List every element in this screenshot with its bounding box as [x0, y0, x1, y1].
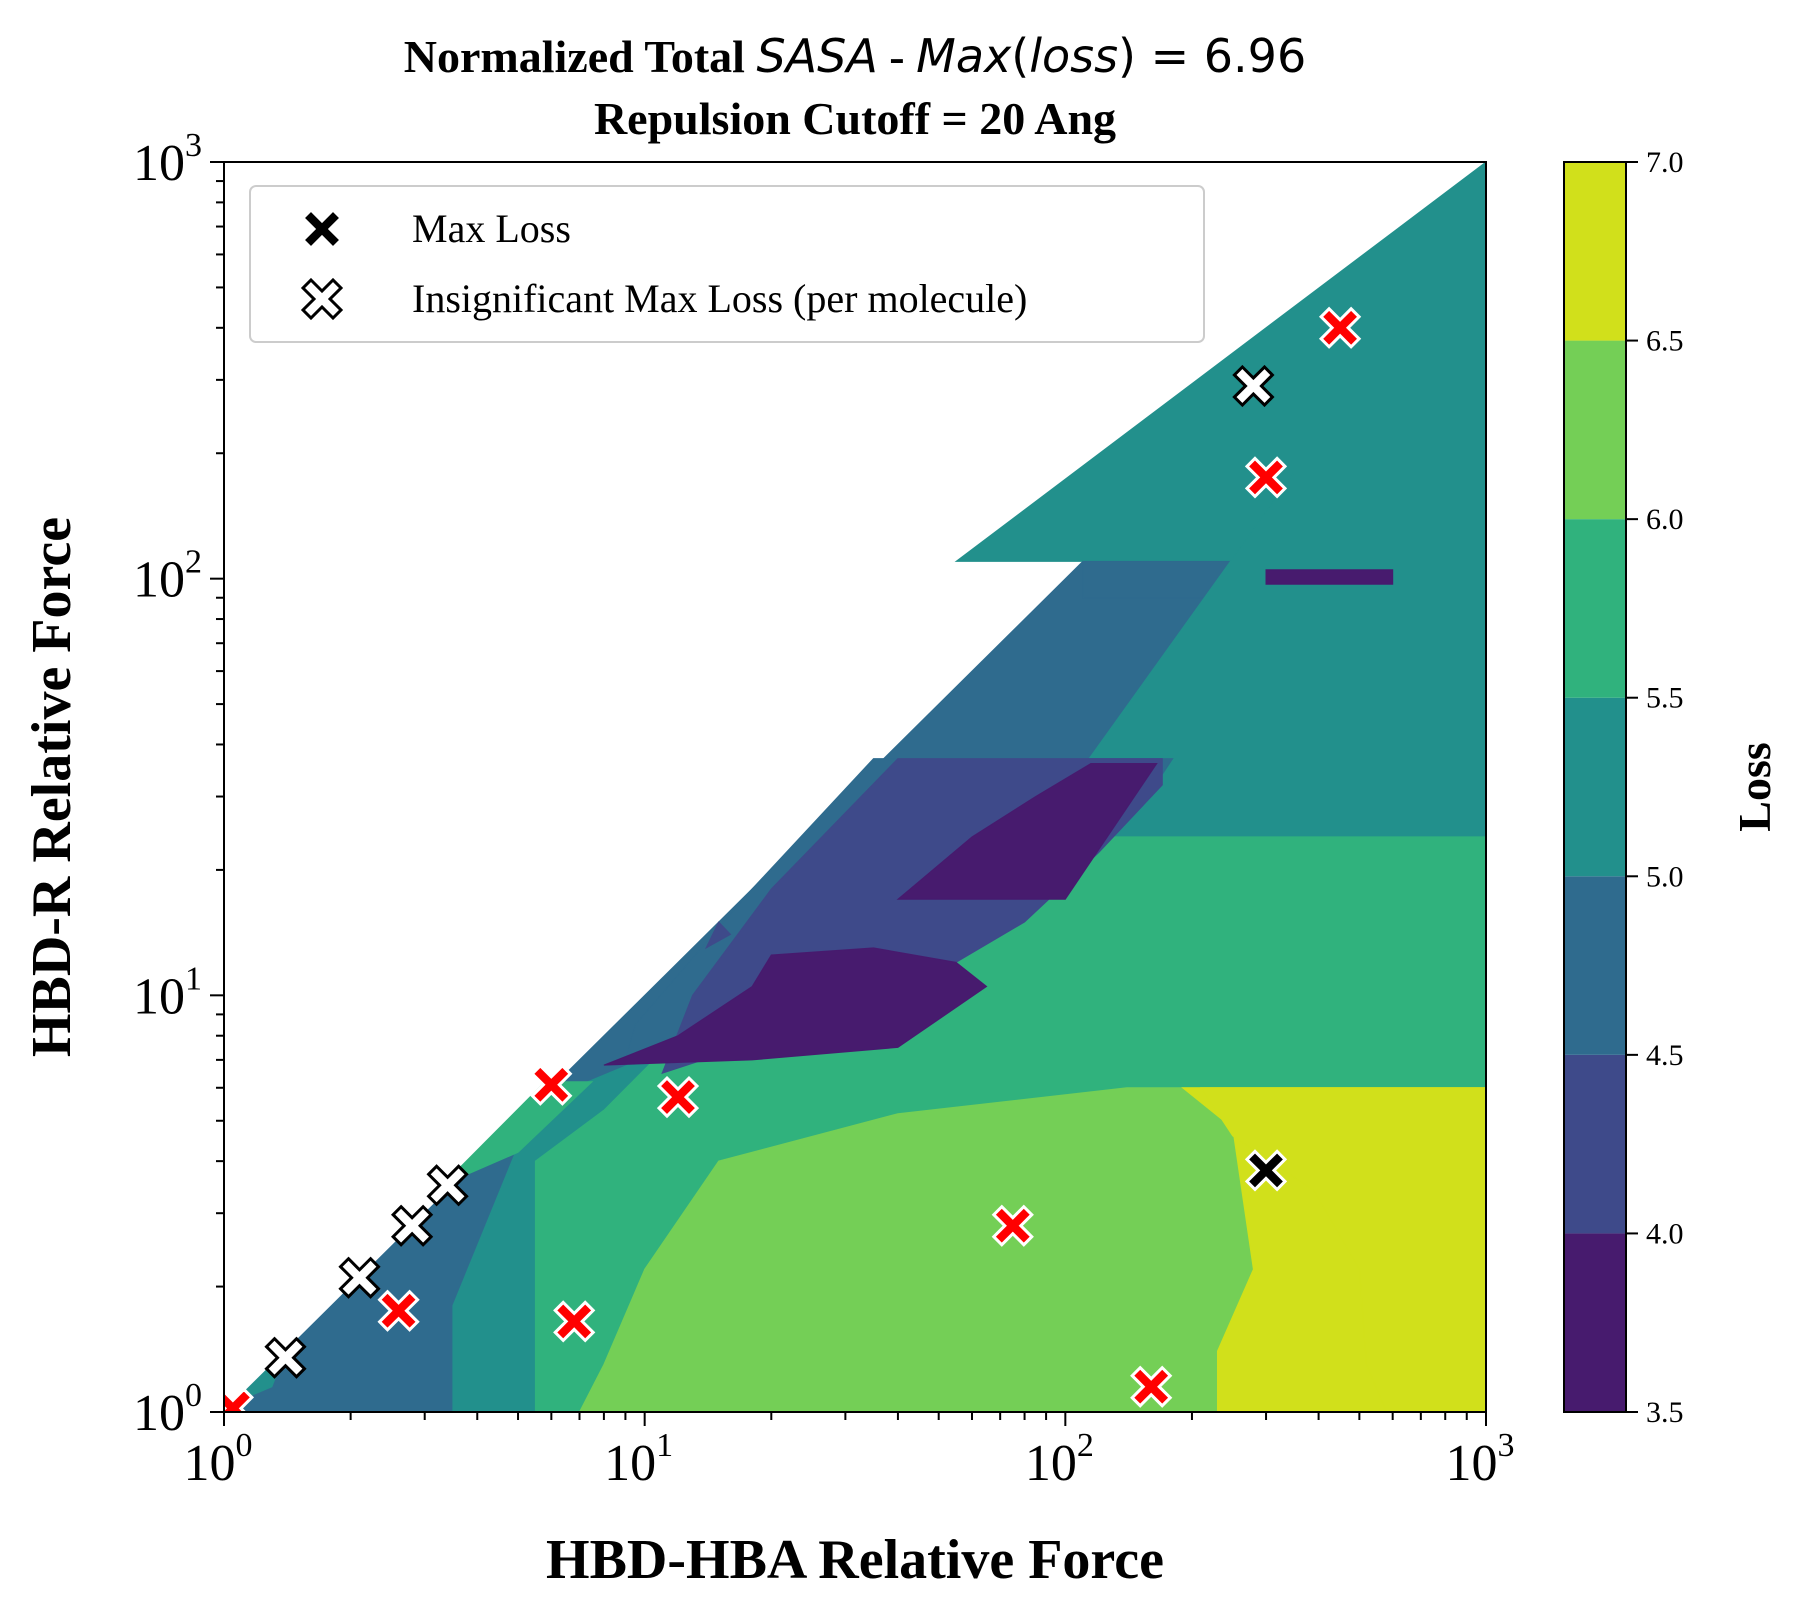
colorbar: 3.5 4.0 4.5 5.0 5.5 6.0 6.5 7.0 Loss: [1563, 146, 1780, 1429]
chart-title: Normalized Total SASA - Max(loss) = 6.96: [404, 29, 1306, 83]
y-tick-label-3: 103: [133, 127, 202, 192]
contour-region-13: [603, 947, 988, 1066]
plot-frame: [223, 161, 1487, 1413]
marker-series1-point-2: [390, 1204, 434, 1247]
marker-series2-point-6: [1130, 1365, 1173, 1408]
marker-series1-point-1: [338, 1256, 381, 1299]
colorbar-band-5: [1564, 340, 1626, 520]
colorbar-band-4: [1564, 519, 1626, 698]
y-axis-label: HBD-R Relative Force: [21, 517, 83, 1057]
colorbar-tick-label-1: 4.0: [1646, 1217, 1684, 1250]
marker-series2-point-2: [530, 1063, 573, 1106]
contour-region-15: [1265, 569, 1394, 585]
marker-series2-point-3: [553, 1300, 596, 1343]
legend-label-insignificant: Insignificant Max Loss (per molecule): [412, 276, 1027, 321]
colorbar-label: Loss: [1729, 742, 1780, 831]
colorbar-ticks: 3.5 4.0 4.5 5.0 5.5 6.0 6.5 7.0: [1626, 146, 1684, 1429]
contour-region-6: [441, 1081, 594, 1186]
marker-series2-point-4: [656, 1075, 700, 1119]
legend-x-icon-1: [300, 277, 344, 321]
marker-series2-point-8: [1318, 306, 1362, 349]
legend-marker-insignificant: [300, 277, 344, 321]
chart-subtitle: Repulsion Cutoff = 20 Ang: [594, 93, 1116, 144]
legend: Max Loss Insignificant Max Loss (per mol…: [249, 185, 1205, 343]
x-tick-label-2: 102: [1025, 1427, 1094, 1492]
x-tick-label-1: 101: [604, 1427, 673, 1492]
colorbar-tick-label-7: 7.0: [1646, 146, 1684, 179]
colorbar-band-3: [1564, 697, 1626, 877]
colorbar-band-1: [1564, 1054, 1626, 1234]
x-axis: 100 101 102 103: [184, 1412, 1515, 1492]
colorbar-band-2: [1564, 876, 1626, 1055]
y-tick-label-1: 101: [133, 960, 202, 1025]
x-axis-label: HBD-HBA Relative Force: [546, 1529, 1164, 1591]
contour-regions: [224, 162, 1486, 1412]
y-tick-label-2: 102: [133, 544, 202, 609]
colorbar-tick-label-5: 6.0: [1646, 503, 1684, 536]
plot-area: [223, 161, 1487, 1413]
colorbar-tick-label-0: 3.5: [1646, 1396, 1684, 1429]
marker-series1-point-0: [264, 1336, 307, 1379]
colorbar-bands: [1564, 162, 1626, 1412]
colorbar-frame: [1563, 161, 1627, 1413]
colorbar-tick-label-4: 5.5: [1646, 682, 1684, 715]
marker-series1-point-3: [426, 1164, 469, 1207]
contour-region-14: [896, 763, 1158, 900]
legend-x-icon-0: [300, 207, 344, 251]
x-tick-label-0: 100: [184, 1427, 253, 1492]
colorbar-band-6: [1564, 162, 1626, 341]
legend-marker-max-loss: [300, 207, 344, 251]
markers-layer: [224, 306, 1362, 1412]
colorbar-band-0: [1564, 1233, 1626, 1412]
colorbar-tick-label-3: 5.0: [1646, 860, 1684, 893]
marker-series1-point-4: [1232, 364, 1275, 408]
marker-series2-point-5: [991, 1204, 1034, 1247]
contour-region-12: [704, 921, 732, 950]
legend-label-max-loss: Max Loss: [412, 206, 571, 251]
marker-series0-point-0: [1244, 1149, 1288, 1192]
marker-series2-point-7: [1244, 456, 1288, 499]
colorbar-tick-label-2: 4.5: [1646, 1039, 1684, 1072]
contour-region-9: [1199, 1087, 1486, 1412]
y-tick-label-0: 100: [133, 1377, 202, 1442]
marker-series2-point-1: [377, 1289, 420, 1332]
colorbar-tick-label-6: 6.5: [1646, 325, 1684, 358]
x-tick-label-3: 103: [1446, 1427, 1515, 1492]
y-axis: 100 101 102 103: [133, 127, 224, 1442]
legend-box: [249, 185, 1205, 343]
